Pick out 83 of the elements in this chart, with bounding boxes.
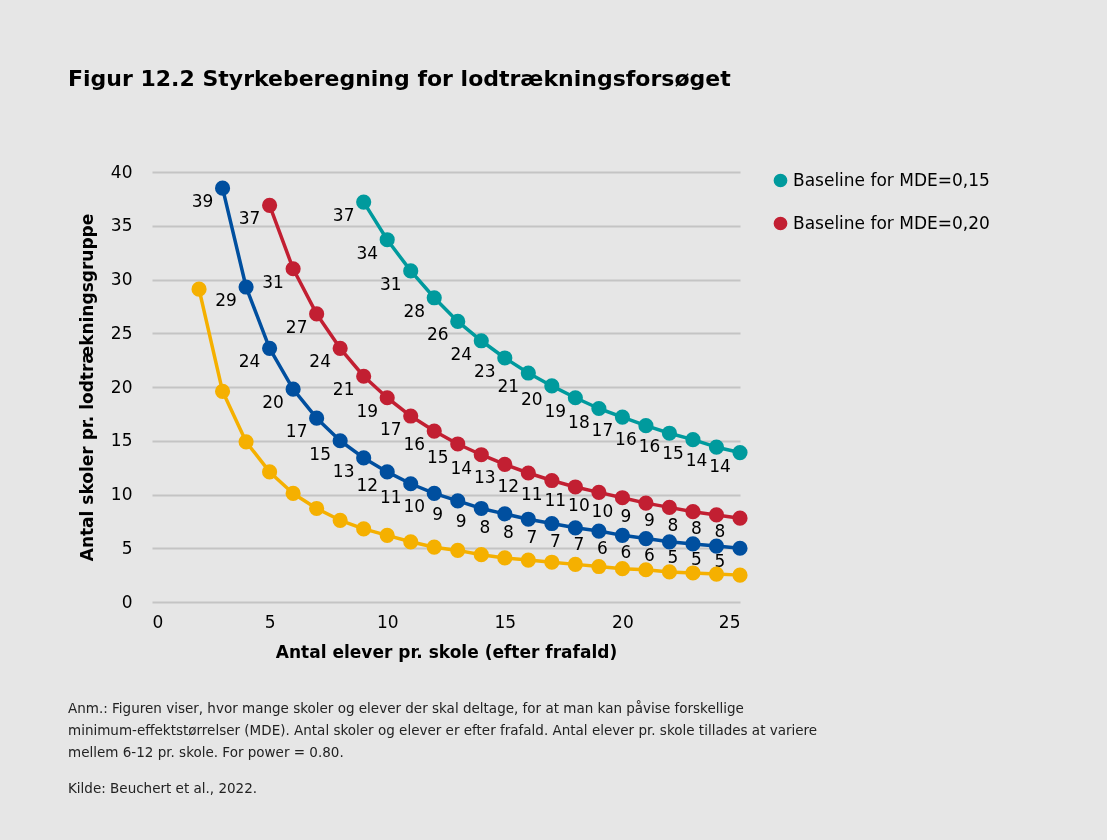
data-label: 10 xyxy=(568,495,590,516)
data-label: 14 xyxy=(450,457,473,478)
data-label: 6 xyxy=(644,544,655,565)
data-label: 14 xyxy=(685,450,708,471)
data-label: 9 xyxy=(455,511,467,532)
chart-title: Figur 12.2 Styrkeberegning for lodtrækningsforsøget xyxy=(68,66,732,91)
y-tick-label: 25 xyxy=(110,322,133,343)
data-label: 19 xyxy=(356,400,379,421)
x-tick-label: 25 xyxy=(718,611,741,632)
data-label: 23 xyxy=(473,360,496,381)
data-label: 19 xyxy=(544,400,567,421)
data-label: 9 xyxy=(644,510,655,531)
data-label: 8 xyxy=(691,517,702,538)
data-label: 21 xyxy=(332,379,355,400)
data-label: 24 xyxy=(238,351,261,372)
data-label: 15 xyxy=(309,443,331,464)
data-label: 20 xyxy=(262,392,284,413)
data-label: 26 xyxy=(426,324,449,345)
legend-label: Baseline for MDE=0,15 xyxy=(793,169,990,190)
data-label: 24 xyxy=(450,343,473,364)
data-label: 15 xyxy=(662,442,684,463)
data-label: 31 xyxy=(262,271,284,292)
data-label: 10 xyxy=(403,496,426,517)
data-label: 8 xyxy=(502,522,514,543)
data-label: 29 xyxy=(215,290,237,311)
data-label: 27 xyxy=(285,316,308,337)
data-label: 7 xyxy=(549,530,561,551)
legend-label: Baseline for MDE=0,20 xyxy=(793,212,990,233)
y-tick-label: 35 xyxy=(110,215,133,236)
data-label: 13 xyxy=(332,460,355,481)
data-label: 8 xyxy=(667,514,679,535)
data-label: 7 xyxy=(526,526,538,547)
y-axis-title: Antal skoler pr. lodtrækningsgruppe xyxy=(76,213,97,562)
data-label: 8 xyxy=(479,516,491,537)
data-label: 21 xyxy=(497,376,520,397)
data-label: 16 xyxy=(403,434,426,455)
data-label: 28 xyxy=(403,300,426,321)
data-label: 10 xyxy=(591,500,614,521)
data-label: 16 xyxy=(638,436,661,457)
data-label: 9 xyxy=(432,503,444,524)
x-tick-label: 15 xyxy=(494,611,517,632)
y-tick-label: 0 xyxy=(121,591,133,612)
data-label: 39 xyxy=(191,191,214,212)
data-label: 11 xyxy=(521,483,543,504)
x-tick-label: 10 xyxy=(376,611,399,632)
data-label: 34 xyxy=(356,242,379,263)
data-label: 31 xyxy=(379,273,402,294)
x-tick-label: 5 xyxy=(264,611,276,632)
data-label: 6 xyxy=(596,538,608,559)
data-label: 5 xyxy=(691,549,702,570)
y-tick-label: 40 xyxy=(110,161,133,182)
y-tick-label: 30 xyxy=(110,269,133,289)
data-label: 24 xyxy=(309,351,331,372)
data-label: 14 xyxy=(709,455,731,476)
data-label: 16 xyxy=(615,428,637,449)
data-label: 9 xyxy=(620,506,632,527)
x-tick-label: 0 xyxy=(152,611,164,632)
y-tick-label: 10 xyxy=(110,484,133,504)
data-label: 7 xyxy=(573,534,585,555)
data-label: 18 xyxy=(568,411,590,432)
text: Anm.: Figuren viser, hvor mange skoler og elever der skal deltage, for at man kan påvise forskellige minimum-effektstørrelser (MDE). Antal skoler og elever er efter frafald. Antal elever pr. skole tillades at variere mellem 6-12 pr. skole. For power = 0.80. xyxy=(68,700,818,760)
data-label: 37 xyxy=(238,208,261,229)
y-tick-label: 20 xyxy=(110,376,133,397)
data-label: 6 xyxy=(620,541,632,562)
data-label: 17 xyxy=(285,421,308,442)
data-label: 12 xyxy=(356,474,379,495)
y-tick-label: 15 xyxy=(110,430,133,451)
data-label: 17 xyxy=(591,420,614,441)
data-label: 5 xyxy=(714,551,726,572)
data-label: 17 xyxy=(379,419,402,440)
data-label: 11 xyxy=(379,486,402,507)
text: Kilde: Beuchert et al., 2022. xyxy=(68,780,258,796)
data-label: 5 xyxy=(667,546,679,567)
data-label: 20 xyxy=(521,388,543,409)
x-axis-title: Antal elever pr. skole (efter frafald) xyxy=(275,641,618,662)
data-label: 12 xyxy=(497,476,520,496)
x-tick-label: 20 xyxy=(612,611,634,632)
data-label: 11 xyxy=(544,489,567,510)
data-label: 13 xyxy=(473,467,496,488)
data-label: 15 xyxy=(426,446,449,467)
data-label: 37 xyxy=(332,205,355,226)
data-label: 8 xyxy=(714,521,726,542)
y-tick-label: 5 xyxy=(121,537,133,558)
